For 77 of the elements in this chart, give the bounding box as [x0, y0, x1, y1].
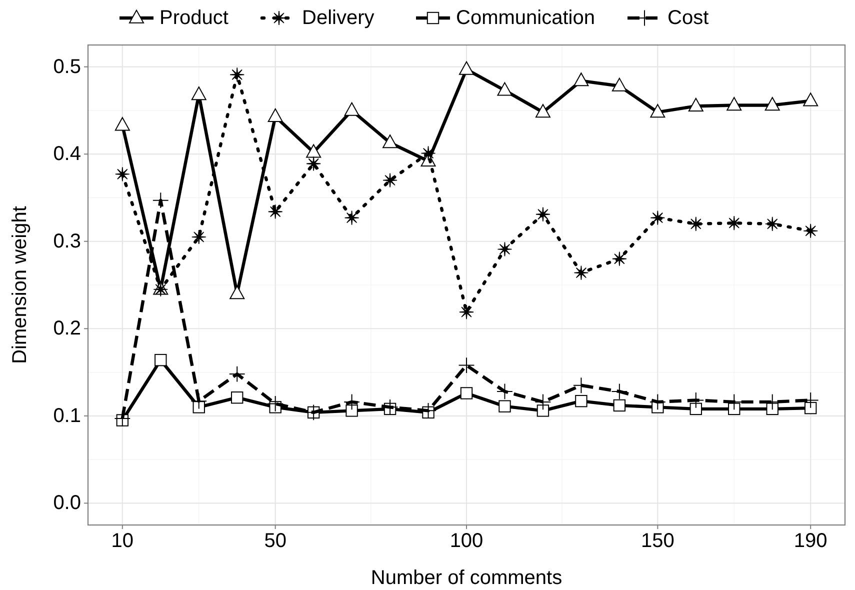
- x-tick-label: 190: [794, 530, 828, 552]
- x-tick-label: 150: [640, 530, 674, 552]
- point: [649, 394, 666, 410]
- point: [459, 61, 474, 75]
- point: [268, 204, 283, 220]
- point: [650, 104, 666, 118]
- y-tick-label: 0.2: [53, 318, 81, 340]
- legend-label: Product: [160, 7, 229, 29]
- point: [231, 391, 244, 404]
- point: [306, 144, 322, 158]
- legend-label: Communication: [456, 7, 595, 29]
- y-tick-label: 0.5: [53, 56, 81, 78]
- point: [459, 304, 474, 320]
- point: [728, 402, 740, 416]
- y-tick-label: 0.3: [53, 230, 81, 252]
- point: [764, 216, 780, 232]
- point: [803, 223, 818, 238]
- x-tick-label: 100: [450, 530, 484, 552]
- point: [382, 134, 398, 148]
- x-tick-label: 10: [111, 530, 134, 552]
- point: [611, 383, 628, 400]
- point: [534, 394, 552, 410]
- point: [536, 206, 550, 222]
- legend-label: Delivery: [302, 7, 374, 29]
- point: [460, 387, 473, 400]
- x-axis-title: Number of comments: [370, 567, 562, 589]
- y-tick-label: 0.0: [53, 492, 81, 514]
- point: [228, 366, 246, 382]
- point: [688, 216, 704, 232]
- y-tick-label: 0.4: [53, 143, 81, 166]
- point: [574, 265, 589, 280]
- y-axis-title: Dimension weight: [9, 206, 31, 364]
- point: [688, 98, 704, 112]
- point: [344, 210, 360, 226]
- point: [497, 82, 512, 96]
- point: [575, 394, 588, 408]
- point: [420, 146, 436, 161]
- point: [612, 251, 627, 266]
- point: [190, 392, 208, 410]
- point: [346, 404, 358, 417]
- point: [191, 230, 206, 244]
- point: [230, 67, 245, 82]
- point: [230, 286, 245, 300]
- point: [382, 172, 398, 188]
- point: [496, 383, 513, 400]
- point: [497, 242, 512, 257]
- point: [344, 394, 360, 410]
- point: [690, 402, 702, 416]
- point: [114, 410, 131, 427]
- point: [458, 357, 475, 374]
- point: [574, 72, 589, 86]
- point: [572, 377, 590, 394]
- point: [613, 399, 626, 412]
- x-tick-label: 50: [264, 530, 286, 552]
- point: [152, 192, 169, 209]
- legend-label: Cost: [668, 7, 710, 29]
- point: [498, 400, 511, 412]
- point: [192, 401, 205, 414]
- point: [535, 104, 550, 118]
- point: [650, 210, 666, 226]
- point: [344, 102, 360, 116]
- point: [154, 354, 167, 366]
- point: [764, 97, 780, 111]
- point: [382, 398, 398, 416]
- point: [268, 108, 283, 122]
- point: [267, 395, 284, 412]
- point: [191, 86, 206, 100]
- y-tick-label: 0.1: [53, 404, 81, 427]
- point: [536, 404, 550, 417]
- point: [114, 117, 130, 131]
- point: [804, 402, 817, 414]
- point: [306, 156, 321, 172]
- point: [612, 78, 627, 92]
- point: [803, 92, 818, 106]
- point: [766, 402, 778, 416]
- point: [115, 166, 130, 182]
- point: [726, 97, 742, 111]
